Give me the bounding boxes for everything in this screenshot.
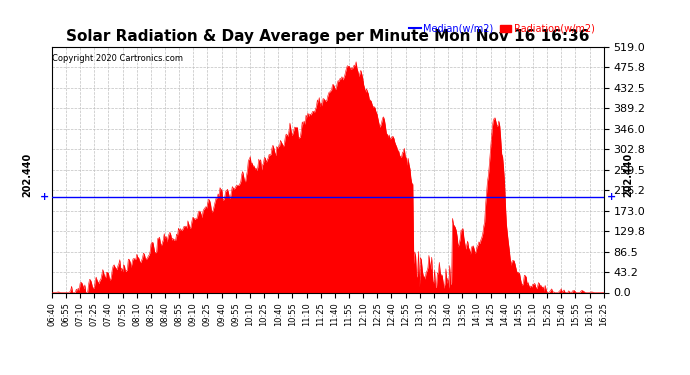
Text: +: + — [607, 192, 615, 202]
Text: 202.440: 202.440 — [22, 153, 32, 197]
Title: Solar Radiation & Day Average per Minute Mon Nov 16 16:36: Solar Radiation & Day Average per Minute… — [66, 29, 589, 44]
Text: Copyright 2020 Cartronics.com: Copyright 2020 Cartronics.com — [52, 54, 184, 63]
Text: 202.440: 202.440 — [624, 153, 633, 197]
Legend: Median(w/m2), Radiation(w/m2): Median(w/m2), Radiation(w/m2) — [405, 20, 599, 38]
Text: +: + — [40, 192, 49, 202]
